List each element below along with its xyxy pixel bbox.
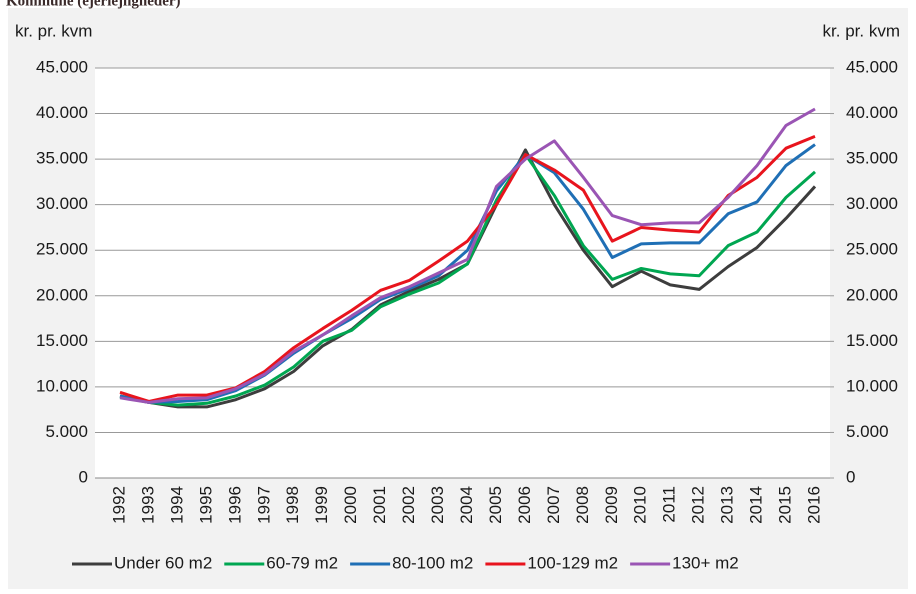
y2-tick-label: 40.000: [846, 103, 898, 122]
x-tick-label: 2016: [804, 486, 823, 524]
x-tick-label: 2011: [660, 486, 679, 523]
legend-label: Under 60 m2: [114, 553, 212, 572]
y-tick-label: 35.000: [36, 149, 88, 168]
y2-tick-label: 20.000: [846, 285, 898, 304]
series-line: [119, 153, 816, 407]
x-tick-label: 1997: [254, 486, 273, 524]
legend-label: 60-79 m2: [266, 553, 338, 572]
x-tick-label: 1992: [109, 486, 128, 524]
x-tick-label: 2010: [631, 486, 650, 524]
y-tick-label: 0: [79, 467, 88, 486]
y2-tick-label: 25.000: [846, 240, 898, 259]
y2-tick-label: 15.000: [846, 331, 898, 350]
y-tick-label: 5.000: [45, 422, 88, 441]
x-tick-label: 2014: [747, 486, 766, 524]
x-tick-label: 1998: [283, 486, 302, 524]
x-tick-label: 1993: [138, 486, 157, 524]
x-tick-label: 1999: [312, 486, 331, 524]
y2-tick-label: 0: [846, 467, 855, 486]
plot-area: [95, 68, 830, 478]
y2-tick-label: 10.000: [846, 376, 898, 395]
y-tick-label: 25.000: [36, 240, 88, 259]
y-tick-label: 40.000: [36, 103, 88, 122]
series-line: [119, 143, 816, 404]
legend-label: 130+ m2: [672, 553, 739, 572]
x-tick-label: 2000: [341, 486, 360, 524]
legend-label: 80-100 m2: [392, 553, 473, 572]
y-tick-label: 30.000: [36, 194, 88, 213]
x-tick-label: 2013: [718, 486, 737, 524]
x-tick-label: 2012: [689, 486, 708, 524]
x-tick-label: 1994: [167, 486, 186, 524]
y-tick-label: 15.000: [36, 331, 88, 350]
series-line: [119, 107, 816, 404]
y-axis-label: kr. pr. kvm: [15, 21, 92, 40]
y2-tick-label: 35.000: [846, 149, 898, 168]
x-tick-label: 1995: [196, 486, 215, 524]
x-tick-label: 2001: [370, 486, 389, 524]
y2-tick-label: 5.000: [846, 422, 889, 441]
y-tick-label: 45.000: [36, 57, 88, 76]
y2-axis-label: kr. pr. kvm: [823, 21, 900, 40]
x-tick-label: 1996: [225, 486, 244, 524]
x-tick-label: 2015: [776, 486, 795, 524]
chart-title: Kommune (ejerlejligheder): [6, 0, 181, 9]
x-tick-label: 2007: [544, 486, 563, 524]
x-tick-label: 2009: [602, 486, 621, 524]
x-tick-label: 2005: [486, 486, 505, 524]
y2-tick-label: 30.000: [846, 194, 898, 213]
x-tick-label: 2006: [515, 486, 534, 524]
x-tick-label: 2004: [457, 486, 476, 524]
y2-tick-label: 45.000: [846, 57, 898, 76]
x-tick-label: 2003: [428, 486, 447, 524]
y-tick-label: 20.000: [36, 285, 88, 304]
y-tick-label: 10.000: [36, 376, 88, 395]
legend-label: 100-129 m2: [527, 553, 618, 572]
x-tick-label: 2002: [399, 486, 418, 524]
x-tick-label: 2008: [573, 486, 592, 524]
